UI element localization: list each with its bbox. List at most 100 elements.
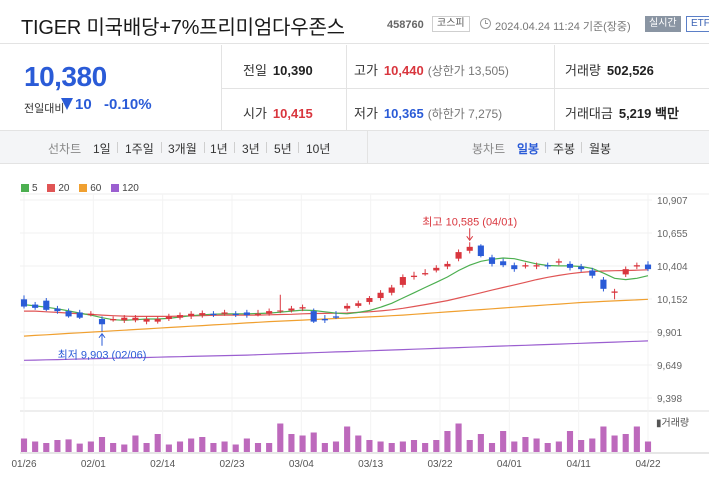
candle-body	[410, 275, 418, 278]
low-value: 10,365	[383, 106, 424, 121]
candle-body	[366, 298, 373, 302]
stock-code: 458760	[387, 19, 424, 31]
candle-body	[243, 312, 250, 316]
candle-body	[511, 265, 518, 270]
period-3m[interactable]: 3개월	[168, 142, 197, 156]
legend-ma5: 5	[21, 183, 38, 194]
volume-bar	[466, 440, 473, 452]
volume-bar	[611, 435, 618, 452]
prev-close-value: 10,390	[272, 63, 313, 78]
candle-body	[266, 311, 273, 314]
candle-body	[444, 263, 451, 267]
volume-bar	[210, 443, 217, 452]
separator	[161, 142, 162, 153]
row-divider	[222, 88, 709, 89]
candle-body	[121, 317, 128, 321]
candle-body	[65, 311, 72, 317]
volume-bar	[310, 432, 317, 452]
period-3y[interactable]: 3년	[242, 142, 260, 156]
chart-toolbar: 선차트 1일 1주일 3개월 1년 3년 5년 10년 봉차트 일봉 주봉 월봉	[0, 131, 709, 164]
period-10y[interactable]: 10년	[306, 142, 331, 156]
candle-monthly[interactable]: 월봉	[589, 142, 612, 156]
candle-daily[interactable]: 일봉	[517, 142, 540, 156]
candle-body	[210, 313, 217, 316]
candle-chart-label: 봉차트	[472, 142, 506, 156]
candle-body	[232, 313, 239, 316]
candle-body	[277, 310, 284, 312]
separator	[234, 142, 235, 153]
candle-body	[32, 304, 39, 308]
candle-body	[288, 308, 295, 311]
candle-body	[377, 292, 384, 299]
stock-name: TIGER 미국배당+7%프리미엄다우존스	[21, 17, 345, 39]
volume-bar	[644, 441, 652, 452]
volume-bar	[288, 434, 295, 452]
candle-body	[199, 313, 206, 316]
candle-body	[321, 319, 328, 321]
candle-body	[477, 245, 484, 257]
x-tick-label: 02/01	[81, 459, 106, 470]
period-1y[interactable]: 1년	[210, 142, 228, 156]
volume-bar	[355, 435, 362, 452]
volume-value: 502,526	[606, 63, 654, 78]
volume-bar	[477, 434, 484, 452]
separator	[117, 142, 118, 153]
volume-bar	[188, 438, 195, 452]
prev-close-stat: 전일 10,390	[243, 60, 313, 79]
x-tick-label: 04/22	[635, 459, 660, 470]
volume-bar	[433, 440, 440, 452]
candle-body	[254, 313, 262, 315]
volume-bar	[600, 426, 607, 452]
low-arrow-head	[98, 332, 106, 339]
timestamp: 2024.04.24 11:24 기준(장중)	[495, 21, 631, 33]
change-label: 전일대비	[24, 103, 65, 115]
candle-body	[143, 319, 150, 322]
volume-bar	[544, 443, 551, 452]
volume-bar	[488, 443, 496, 452]
volume-bar	[232, 444, 239, 452]
change-percent: -0.10%	[104, 96, 152, 113]
line-chart-label: 선차트	[48, 142, 82, 156]
volume-bar	[121, 444, 128, 452]
low-annotation: 최저 9,903 (02/06)	[58, 349, 147, 362]
candle-body	[500, 261, 507, 266]
volume-bar	[132, 435, 139, 452]
prev-close-label: 전일	[243, 63, 267, 78]
realtime-badge[interactable]: 실시간	[645, 16, 681, 32]
candle-body	[544, 265, 551, 267]
volume-label: 거래량	[565, 63, 601, 78]
separator	[298, 142, 299, 153]
down-arrow-icon	[61, 98, 73, 110]
volume-bar	[633, 426, 640, 452]
y-tick-label: 10,655	[657, 229, 688, 240]
volume-bar	[110, 443, 117, 452]
x-tick-label: 02/14	[150, 459, 175, 470]
candle-body	[221, 312, 228, 314]
candle-body	[132, 317, 139, 321]
candle-body	[622, 269, 629, 275]
period-5y[interactable]: 5년	[274, 142, 292, 156]
candle-body	[555, 261, 562, 263]
candle-body	[533, 265, 540, 267]
candle-body	[20, 299, 28, 307]
volume-bar	[98, 437, 106, 452]
period-1w[interactable]: 1주일	[125, 142, 154, 156]
candle-body	[87, 313, 94, 316]
volume-axis-label: ▮거래량	[656, 417, 689, 429]
y-tick-label: 10,404	[657, 262, 688, 273]
current-price: 10,380	[24, 61, 107, 92]
x-tick-label: 04/01	[497, 459, 522, 470]
period-1d[interactable]: 1일	[93, 142, 111, 156]
change-value: 10	[75, 96, 92, 113]
ma120-line	[23, 340, 649, 361]
volume-bar	[377, 441, 384, 452]
stock-chart[interactable]: 5 20 60 120 10,907 10,655 10,404 10,152 9,90…	[0, 164, 709, 477]
candle-weekly[interactable]: 주봉	[553, 142, 576, 156]
volume-bar	[176, 441, 184, 452]
volume-bar	[65, 439, 72, 452]
open-stat: 시가 10,415	[243, 103, 313, 122]
candle-body	[310, 311, 317, 322]
clock-icon	[480, 18, 491, 29]
volume-bar	[87, 441, 94, 452]
volume-bar	[455, 423, 462, 452]
